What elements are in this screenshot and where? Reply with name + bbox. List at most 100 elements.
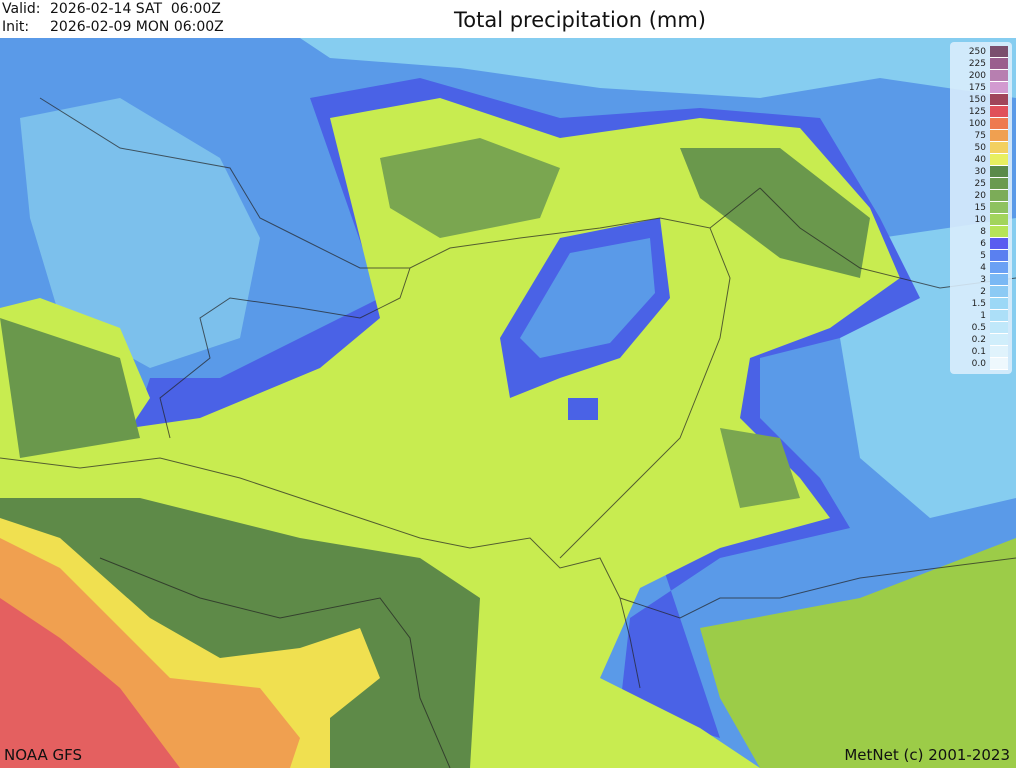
legend-label: 50 — [974, 143, 986, 153]
legend-row: 25 — [956, 178, 1008, 190]
green-southeast — [700, 538, 1016, 768]
legend-label: 75 — [974, 131, 986, 141]
legend-row: 8 — [956, 226, 1008, 238]
legend-swatch — [990, 154, 1008, 166]
legend-swatch — [990, 106, 1008, 118]
legend-row: 100 — [956, 118, 1008, 130]
legend-row: 0.2 — [956, 334, 1008, 346]
light-blue-north — [300, 38, 1016, 98]
legend-swatch — [990, 214, 1008, 226]
valid-label: Valid: — [2, 1, 41, 17]
source-label: NOAA GFS — [4, 746, 82, 764]
legend-row: 20 — [956, 190, 1008, 202]
legend-label: 0.1 — [971, 347, 986, 357]
legend-swatch — [990, 262, 1008, 274]
legend-label: 6 — [980, 239, 986, 249]
legend-label: 100 — [968, 119, 986, 129]
legend-row: 1.5 — [956, 298, 1008, 310]
init-value: 2026-02-09 MON 06:00Z — [50, 19, 224, 35]
legend-label: 1 — [980, 311, 986, 321]
legend-label: 30 — [974, 167, 986, 177]
legend-swatch — [990, 202, 1008, 214]
legend-label: 0.0 — [971, 359, 986, 369]
legend-swatch — [990, 322, 1008, 334]
legend-row: 50 — [956, 142, 1008, 154]
dark-green-east — [720, 428, 800, 508]
legend-label: 25 — [974, 179, 986, 189]
legend-row: 3 — [956, 274, 1008, 286]
legend-row: 0.0 — [956, 358, 1008, 370]
legend-row: 175 — [956, 82, 1008, 94]
init-label: Init: — [2, 19, 30, 35]
legend-swatch — [990, 238, 1008, 250]
legend-label: 150 — [968, 95, 986, 105]
legend-swatch — [990, 298, 1008, 310]
legend-label: 0.5 — [971, 323, 986, 333]
legend-swatch — [990, 130, 1008, 142]
legend-row: 225 — [956, 58, 1008, 70]
legend-label: 175 — [968, 83, 986, 93]
legend-swatch — [990, 142, 1008, 154]
legend-row: 4 — [956, 262, 1008, 274]
light-blue-west — [20, 98, 260, 368]
credit-label: MetNet (c) 2001-2023 — [844, 746, 1010, 764]
legend-row: 200 — [956, 70, 1008, 82]
legend-label: 3 — [980, 275, 986, 285]
legend-swatch — [990, 178, 1008, 190]
legend-row: 15 — [956, 202, 1008, 214]
legend-label: 40 — [974, 155, 986, 165]
init-time: Init: 2026-02-09 MON 06:00Z — [2, 19, 224, 36]
legend-swatch — [990, 82, 1008, 94]
legend-swatch — [990, 70, 1008, 82]
header: Valid: 2026-02-14 SAT 06:00Z Init: 2026-02… — [0, 0, 1016, 38]
legend-label: 4 — [980, 263, 986, 273]
dark-green-northeast — [680, 148, 870, 278]
legend-row: 0.5 — [956, 322, 1008, 334]
green-southwest-mid — [0, 318, 140, 458]
legend-swatch — [990, 190, 1008, 202]
legend-label: 200 — [968, 71, 986, 81]
legend-row: 250 — [956, 46, 1008, 58]
legend-swatch — [990, 166, 1008, 178]
legend-row: 6 — [956, 238, 1008, 250]
legend-swatch — [990, 274, 1008, 286]
legend-swatch — [990, 94, 1008, 106]
legend-row: 75 — [956, 130, 1008, 142]
legend-swatch — [990, 310, 1008, 322]
legend-label: 1.5 — [971, 299, 986, 309]
legend-row: 30 — [956, 166, 1008, 178]
blue-inner-hole-light — [520, 238, 655, 358]
legend-swatch — [990, 58, 1008, 70]
legend-label: 225 — [968, 59, 986, 69]
legend-label: 250 — [968, 47, 986, 57]
legend-row: 150 — [956, 94, 1008, 106]
legend-swatch — [990, 46, 1008, 58]
legend-row: 5 — [956, 250, 1008, 262]
legend-swatch — [990, 334, 1008, 346]
legend-swatch — [990, 118, 1008, 130]
legend-label: 0.2 — [971, 335, 986, 345]
precipitation-legend: 250 225 200 175 150 125 100 75 50 40 30 25 20 15 10 8 6 5… — [950, 42, 1012, 374]
valid-time: Valid: 2026-02-14 SAT 06:00Z — [2, 1, 221, 18]
legend-row: 40 — [956, 154, 1008, 166]
blue-spot — [568, 398, 598, 420]
precipitation-map — [0, 38, 1016, 768]
legend-swatch — [990, 358, 1008, 370]
legend-label: 10 — [974, 215, 986, 225]
legend-row: 10 — [956, 214, 1008, 226]
valid-value: 2026-02-14 SAT 06:00Z — [50, 1, 221, 17]
legend-label: 20 — [974, 191, 986, 201]
legend-swatch — [990, 286, 1008, 298]
legend-swatch — [990, 250, 1008, 262]
legend-label: 15 — [974, 203, 986, 213]
legend-row: 125 — [956, 106, 1008, 118]
dark-green-north — [380, 138, 560, 238]
country-borders — [0, 97, 1016, 768]
legend-label: 5 — [980, 251, 986, 261]
legend-row: 1 — [956, 310, 1008, 322]
legend-row: 2 — [956, 286, 1008, 298]
legend-row: 0.1 — [956, 346, 1008, 358]
map-title: Total precipitation (mm) — [454, 8, 706, 32]
legend-swatch — [990, 226, 1008, 238]
legend-label: 2 — [980, 287, 986, 297]
